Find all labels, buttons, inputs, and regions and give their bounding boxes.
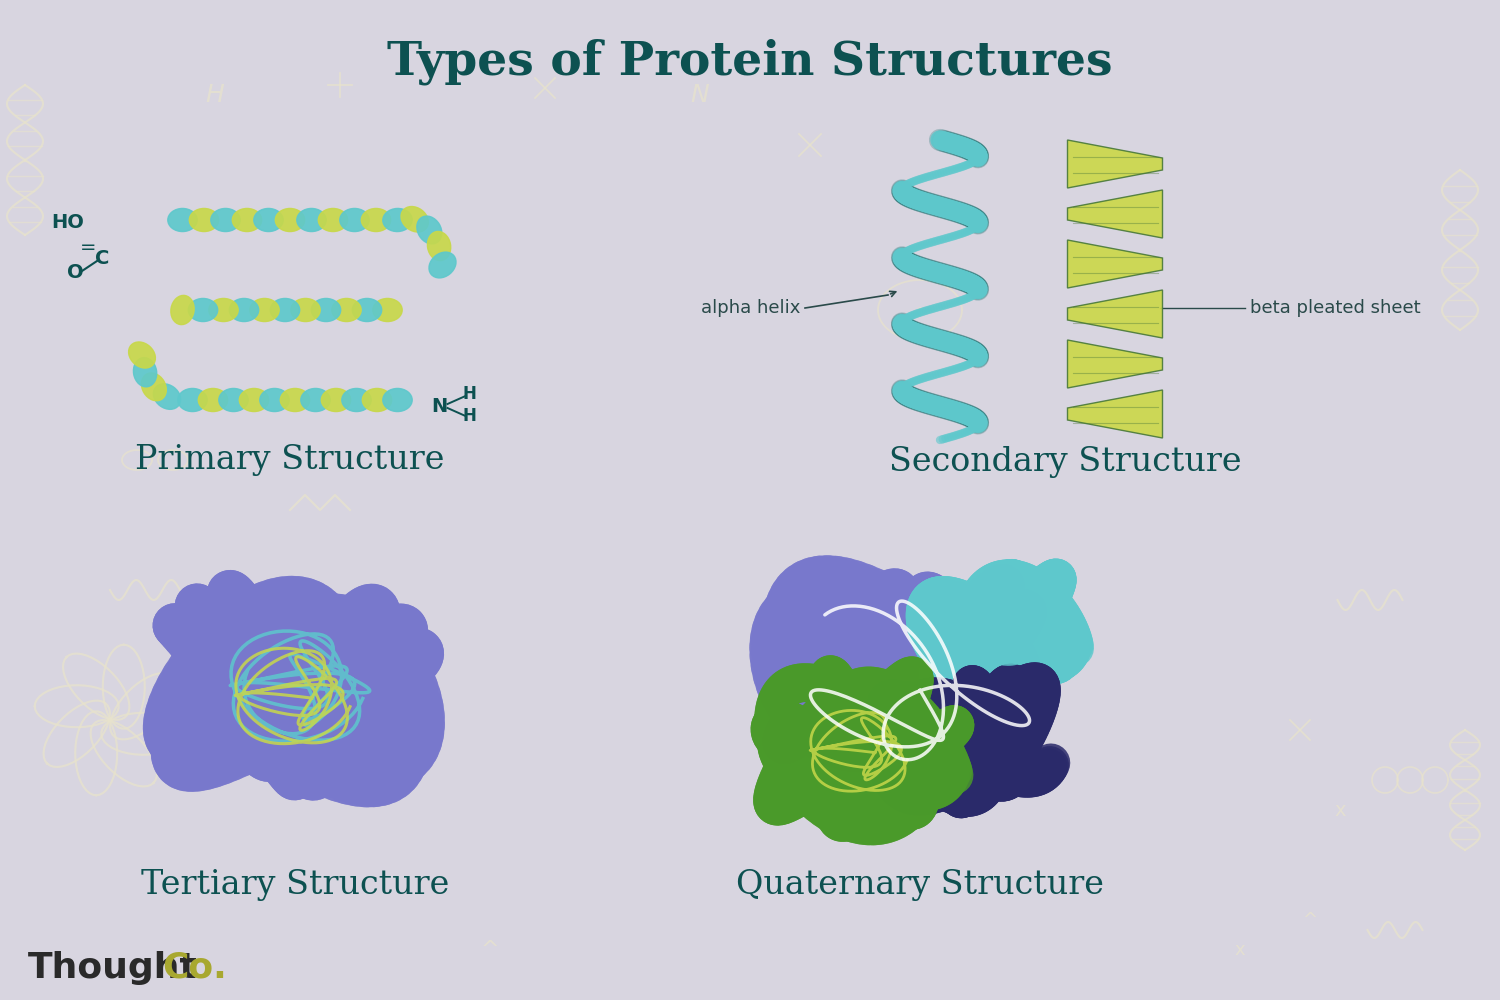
Ellipse shape bbox=[134, 358, 156, 387]
Text: Thought: Thought bbox=[28, 951, 198, 985]
Ellipse shape bbox=[297, 208, 326, 232]
Text: x: x bbox=[1335, 800, 1346, 820]
Ellipse shape bbox=[232, 208, 261, 232]
Text: N: N bbox=[432, 396, 447, 416]
Ellipse shape bbox=[171, 295, 194, 325]
Polygon shape bbox=[1068, 240, 1162, 288]
Text: HO: HO bbox=[51, 213, 84, 232]
Text: Secondary Structure: Secondary Structure bbox=[888, 446, 1242, 478]
Text: alpha helix: alpha helix bbox=[700, 299, 800, 317]
Polygon shape bbox=[1068, 290, 1162, 338]
Text: Primary Structure: Primary Structure bbox=[135, 444, 444, 476]
Ellipse shape bbox=[141, 373, 166, 401]
Ellipse shape bbox=[382, 208, 412, 232]
Ellipse shape bbox=[240, 388, 268, 412]
Ellipse shape bbox=[276, 208, 304, 232]
Text: =: = bbox=[80, 238, 96, 257]
Text: ^: ^ bbox=[480, 940, 500, 960]
Text: Co.: Co. bbox=[162, 951, 226, 985]
Ellipse shape bbox=[209, 298, 238, 322]
Ellipse shape bbox=[211, 208, 240, 232]
Ellipse shape bbox=[427, 231, 450, 261]
Polygon shape bbox=[1068, 390, 1162, 438]
Ellipse shape bbox=[219, 388, 248, 412]
Text: H: H bbox=[462, 407, 477, 425]
Text: x: x bbox=[1234, 941, 1245, 959]
Ellipse shape bbox=[400, 207, 429, 232]
Ellipse shape bbox=[168, 208, 196, 232]
Ellipse shape bbox=[280, 388, 309, 412]
Ellipse shape bbox=[374, 298, 402, 322]
Polygon shape bbox=[1068, 190, 1162, 238]
Ellipse shape bbox=[312, 298, 340, 322]
Ellipse shape bbox=[342, 388, 370, 412]
Text: Tertiary Structure: Tertiary Structure bbox=[141, 869, 448, 901]
Ellipse shape bbox=[254, 208, 284, 232]
Text: C: C bbox=[94, 248, 110, 267]
Ellipse shape bbox=[198, 388, 228, 412]
Ellipse shape bbox=[321, 388, 351, 412]
Text: N: N bbox=[690, 83, 709, 107]
Text: O: O bbox=[66, 262, 84, 282]
Ellipse shape bbox=[230, 298, 258, 322]
Text: beta pleated sheet: beta pleated sheet bbox=[1250, 299, 1420, 317]
Ellipse shape bbox=[382, 388, 412, 412]
Ellipse shape bbox=[189, 298, 217, 322]
Ellipse shape bbox=[332, 298, 362, 322]
Ellipse shape bbox=[189, 208, 219, 232]
Ellipse shape bbox=[260, 388, 290, 412]
Ellipse shape bbox=[363, 388, 392, 412]
Ellipse shape bbox=[129, 342, 156, 368]
Ellipse shape bbox=[302, 388, 330, 412]
Ellipse shape bbox=[270, 298, 300, 322]
Polygon shape bbox=[1068, 340, 1162, 388]
Ellipse shape bbox=[178, 388, 207, 412]
Ellipse shape bbox=[362, 208, 390, 232]
Ellipse shape bbox=[429, 252, 456, 278]
Text: H: H bbox=[206, 83, 225, 107]
Ellipse shape bbox=[417, 216, 442, 244]
Ellipse shape bbox=[251, 298, 279, 322]
Ellipse shape bbox=[352, 298, 381, 322]
Ellipse shape bbox=[291, 298, 320, 322]
Text: Types of Protein Structures: Types of Protein Structures bbox=[387, 39, 1113, 85]
Text: Quaternary Structure: Quaternary Structure bbox=[736, 869, 1104, 901]
Ellipse shape bbox=[153, 384, 180, 409]
Ellipse shape bbox=[318, 208, 348, 232]
Text: ^: ^ bbox=[1302, 911, 1317, 929]
Ellipse shape bbox=[340, 208, 369, 232]
Polygon shape bbox=[1068, 140, 1162, 188]
Text: H: H bbox=[462, 385, 477, 403]
